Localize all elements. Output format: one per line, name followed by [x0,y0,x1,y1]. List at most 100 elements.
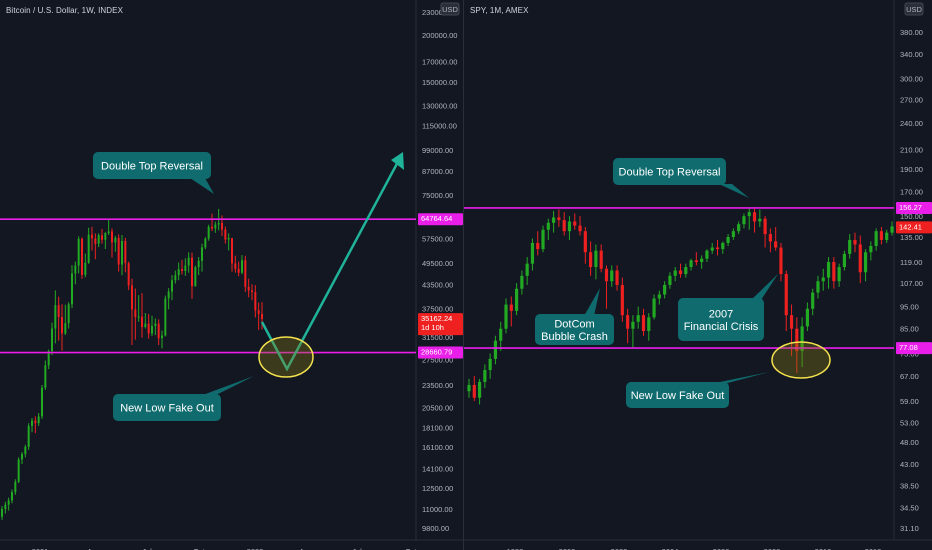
candle-body [251,290,253,292]
candlestick [477,378,482,405]
candlestick [768,228,772,253]
candle-body [573,221,577,226]
current-price-tag-text: 35162.24 [421,314,452,323]
candlestick [885,229,889,243]
time-axis-tick-label: 2006 [713,547,730,550]
candle-body [737,224,741,232]
candle-body [247,286,250,291]
candle-body [837,267,841,282]
candlestick [224,226,227,244]
candlestick [652,294,656,320]
candlestick [254,285,257,318]
candle-body [483,370,487,382]
candle-body [689,260,693,268]
usd-badge-icon: USD [440,2,460,16]
candlestick [154,318,157,336]
candle-body [641,315,646,332]
candlestick [191,252,193,299]
fake-out-callout-box [113,394,221,421]
double-top-callout: Double Top Reversal [93,152,214,194]
price-axis-tick-label: 300.00 [900,75,923,84]
candle-body [194,267,197,287]
time-axis-tick-label: Jul [142,547,152,550]
price-axis-tick-label: 119.00 [900,258,922,267]
candlestick [1,506,3,520]
candlestick [848,234,852,259]
candle-body [184,265,187,271]
fake-out-highlight-ellipse [258,336,314,378]
candlestick [17,457,20,484]
candlestick [91,226,93,251]
candle-body [647,317,651,332]
upper-level-price-tag: 156.27 [896,201,932,214]
candlestick [114,235,117,252]
candle-body [87,234,90,263]
double-top-callout: Double Top Reversal [613,158,749,198]
candlestick [127,261,130,291]
candlestick [181,259,183,275]
btc-chart-canvas[interactable]: 230000.00 200000.00 170000.00 150000.00 1300… [0,0,463,550]
financial-crisis-callout-box [678,298,764,341]
candlestick [247,278,250,298]
candle-body [546,222,550,230]
candlestick [853,232,857,253]
candlestick [97,233,100,248]
candle-body [97,235,100,244]
candle-body [24,446,27,455]
projection-arrow [260,157,402,372]
candle-body [227,238,230,240]
candlestick [599,244,603,273]
spy-chart-pane[interactable]: 380.00 340.00 300.00 270.00 240.00 210.00 190.… [464,0,932,550]
candle-body [599,250,603,269]
candlestick [826,257,831,289]
currency-badge-label: USD [442,5,458,14]
candlestick [151,315,153,337]
candle-body [34,420,37,424]
price-axis-tick-label: 18100.00 [422,424,453,433]
candlestick [763,216,767,248]
upper-level-price-tag: 64764.64 [418,213,463,226]
price-axis-tick-label: 95.00 [900,303,919,312]
candlestick [64,304,67,336]
candle-body [477,381,482,398]
candlestick [525,257,529,285]
candlestick [552,210,556,233]
candle-body [7,500,10,505]
candlestick [101,229,103,244]
lower-level-price-tag-text: 77.08 [899,343,918,352]
spy-chart-canvas[interactable]: 380.00 340.00 300.00 270.00 240.00 210.00 190.… [464,0,932,550]
candle-body [174,275,177,281]
candlestick [647,313,651,341]
candle-body [241,260,243,273]
candlestick [194,265,197,287]
candle-body [61,317,63,334]
candle-body [11,492,13,501]
candle-body [715,247,720,250]
price-axis-tick-label: 190.00 [900,165,923,174]
candlestick [779,242,783,282]
candle-body [161,335,163,339]
candle-body [694,260,698,262]
candle-body [84,262,87,275]
double-top-callout-pointer [719,184,749,198]
candlestick [509,296,513,327]
candle-body [515,288,519,311]
candlestick [562,212,566,236]
price-axis-tick-label: 107.00 [900,279,923,288]
candle-body [91,234,93,239]
candlestick [811,288,815,316]
financial-crisis-callout-pointer [751,274,778,300]
candle-body [615,270,619,285]
fake-out-callout-pointer [200,376,254,396]
candle-body [207,226,210,239]
candlestick [636,306,640,329]
current-price-tag-text: 142.41 [899,222,922,231]
candle-body [71,273,73,305]
candle-body [54,305,57,329]
candlestick [483,364,487,389]
btc-chart-pane[interactable]: 230000.00 200000.00 170000.00 150000.00 1300… [0,0,464,550]
time-axis-tick-label: Oct [405,547,418,550]
candle-body [763,218,767,235]
fake-out-callout: New Low Fake Out [626,372,769,408]
candle-body [858,244,862,273]
